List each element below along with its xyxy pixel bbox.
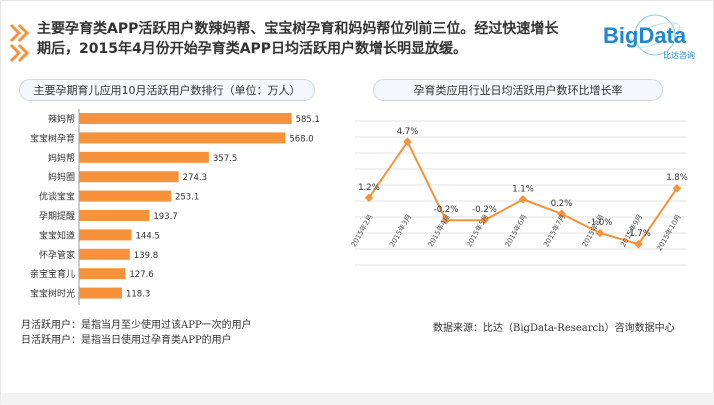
bar-category-label: 宝宝树时光 — [30, 288, 75, 300]
bar-category-label: 孕期提醒 — [39, 211, 75, 222]
footnote-daily-active: 日活跃用户：是指当日使用过孕育类APP的用户 — [21, 335, 232, 346]
line-category-label: 2015年3月 — [387, 213, 413, 249]
line-category-label: 2015年2月 — [349, 213, 375, 249]
bar-category-label: 辣妈帮 — [48, 113, 75, 125]
headline-line-1: 主要孕育类APP活跃用户数辣妈帮、宝宝树孕育和妈妈帮位列前三位。经过快速增长 — [37, 21, 559, 37]
bar-chart-title: 主要孕期育儿应用10月活跃用户数排行（单位：万人） — [19, 79, 315, 101]
bar — [79, 229, 132, 241]
line-value-label: -1.7% — [626, 229, 651, 239]
line-category-label: 2015年4月 — [426, 213, 452, 249]
line-value-label: 1.2% — [358, 183, 380, 193]
bottom-band — [1, 393, 714, 405]
line-category-label: 2015年6月 — [503, 213, 529, 249]
bar-category-label: 妈妈帮 — [48, 152, 75, 164]
bar — [79, 151, 209, 163]
line-point — [364, 193, 374, 203]
bar-value-label: 274.3 — [183, 173, 207, 183]
line-point — [518, 195, 528, 204]
bar — [79, 248, 130, 260]
bar — [79, 190, 171, 202]
bar-value-label: 139.8 — [134, 251, 158, 261]
line-point — [480, 215, 489, 225]
bar-value-label: 118.3 — [126, 290, 150, 300]
footnote-monthly-active: 月活跃用户：是指当月至少使用过该APP一次的用户 — [21, 320, 252, 331]
bar-chart: 辣妈帮 585.1 宝宝树孕育 568.0 妈妈帮 357.5 妈妈圈 274.3 优谈宝宝 25… — [30, 109, 320, 305]
bar-value-label: 193.7 — [153, 212, 177, 222]
line-category-label: 2015年10月 — [655, 213, 683, 253]
line-value-label: 4.7% — [397, 127, 419, 137]
line-category-label: 2015年7月 — [541, 213, 567, 249]
bar-category-label: 宝宝树孕育 — [30, 132, 75, 144]
bar-category-label: 优谈宝宝 — [39, 191, 75, 203]
line-value-label: -0.2% — [472, 205, 497, 215]
bar — [79, 132, 286, 144]
line-value-label: 1.1% — [512, 184, 534, 194]
data-source: 数据来源：比达（BigData-Research）咨询数据中心 — [433, 323, 675, 334]
logo-brand: BigData — [603, 23, 687, 48]
line-point — [403, 137, 412, 147]
bar — [79, 171, 179, 183]
line-category-label: 2015年5月 — [464, 213, 490, 249]
line-value-label: -0.2% — [434, 205, 459, 215]
bar-category-label: 妈妈圈 — [48, 171, 75, 183]
bar-value-label: 144.5 — [136, 231, 160, 241]
bar-value-label: 357.5 — [213, 154, 237, 164]
bar — [79, 287, 122, 299]
bar — [79, 210, 150, 221]
bar-value-label: 568.0 — [289, 134, 313, 144]
headline-line-2: 期后，2015年4月份开始孕育类APP日均活跃用户数增长明显放缓。 — [37, 41, 468, 57]
bar-category-label: 亲宝宝育儿 — [30, 268, 75, 280]
bar — [79, 268, 126, 280]
line-chart-title: 孕育类应用行业日均活跃用户数环比增长率 — [373, 79, 663, 101]
bar-category-label: 怀孕管家 — [39, 249, 75, 261]
line-value-label: -1.0% — [588, 218, 613, 228]
bigdata-logo: BigData 比达咨询 — [603, 14, 695, 60]
bar-value-label: 253.1 — [175, 193, 199, 203]
bar-value-label: 585.1 — [296, 115, 320, 125]
bar-value-label: 127.6 — [129, 270, 153, 280]
headline: 主要孕育类APP活跃用户数辣妈帮、宝宝树孕育和妈妈帮位列前三位。经过快速增长 期… — [37, 19, 567, 59]
bar-category-label: 宝宝知道 — [39, 229, 75, 241]
line-chart: 1.2%2015年2月4.7%2015年3月-0.2%2015年4月-0.2%2… — [349, 120, 688, 266]
bar — [79, 113, 292, 124]
logo-sub: 比达咨询 — [663, 50, 695, 60]
line-point — [441, 215, 451, 225]
line-value-label: 0.2% — [551, 199, 573, 209]
line-value-label: 1.8% — [666, 173, 688, 183]
chevron-decoration-icon — [9, 23, 30, 63]
